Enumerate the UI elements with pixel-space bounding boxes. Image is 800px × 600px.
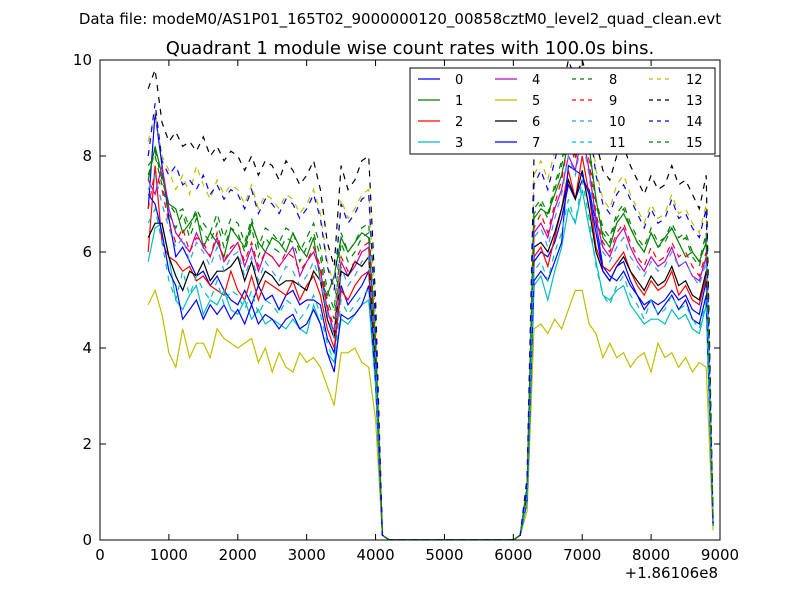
legend-label-1: 1 bbox=[455, 94, 463, 109]
x-tick-label: 3000 bbox=[288, 546, 326, 564]
legend-label-5: 5 bbox=[532, 94, 540, 109]
axes: 0 1000 2000 3000 4000 5000 6000 7000 8000 9000 0 2 4… bbox=[73, 51, 739, 564]
legend-label-9: 9 bbox=[609, 94, 617, 109]
x-tick-label: 8000 bbox=[632, 546, 670, 564]
series-line-12 bbox=[147, 69, 714, 540]
x-tick-label: 6000 bbox=[494, 546, 532, 564]
data-file-label: Data file: modeM0/AS1P01_165T02_90000001… bbox=[79, 10, 721, 29]
legend-label-13: 13 bbox=[686, 94, 703, 109]
x-tick-label: 4000 bbox=[356, 546, 394, 564]
x-tick-label: 1000 bbox=[150, 546, 188, 564]
y-tick-label: 6 bbox=[82, 243, 92, 261]
legend-label-12: 12 bbox=[686, 73, 703, 88]
legend-label-2: 2 bbox=[455, 115, 463, 130]
x-tick-label: 2000 bbox=[219, 546, 257, 564]
x-tick-label: 0 bbox=[95, 546, 105, 564]
y-tick-label: 4 bbox=[82, 339, 92, 357]
chart-title: Quadrant 1 module wise count rates with … bbox=[166, 38, 655, 59]
series-line-10 bbox=[147, 136, 714, 540]
y-tick-label: 10 bbox=[73, 51, 92, 69]
y-tick-label: 2 bbox=[82, 435, 92, 453]
series-line-14 bbox=[147, 79, 714, 540]
legend-label-3: 3 bbox=[455, 136, 463, 151]
x-offset-label: +1.86106e8 bbox=[625, 564, 718, 582]
y-tick-label: 0 bbox=[82, 531, 92, 549]
series-line-11 bbox=[147, 179, 714, 540]
legend-label-10: 10 bbox=[609, 115, 626, 130]
legend-label-8: 8 bbox=[609, 73, 617, 88]
plot-frame bbox=[99, 59, 721, 541]
series-layer bbox=[147, 60, 714, 540]
legend-label-0: 0 bbox=[455, 73, 463, 88]
legend-label-15: 15 bbox=[686, 136, 703, 151]
series-line-15 bbox=[147, 103, 714, 540]
series-line-5 bbox=[147, 288, 714, 540]
x-tick-label: 5000 bbox=[425, 546, 463, 564]
series-line-2 bbox=[147, 155, 714, 540]
y-tick-label: 8 bbox=[82, 147, 92, 165]
x-tick-label: 7000 bbox=[563, 546, 601, 564]
legend-label-11: 11 bbox=[609, 136, 626, 151]
legend-label-6: 6 bbox=[532, 115, 540, 130]
legend-label-4: 4 bbox=[532, 73, 540, 88]
legend-label-14: 14 bbox=[686, 115, 703, 130]
legend-label-7: 7 bbox=[532, 136, 540, 151]
x-tick-label: 9000 bbox=[701, 546, 739, 564]
legend-box bbox=[409, 67, 716, 155]
series-line-3 bbox=[147, 189, 714, 540]
series-line-9 bbox=[147, 122, 714, 540]
